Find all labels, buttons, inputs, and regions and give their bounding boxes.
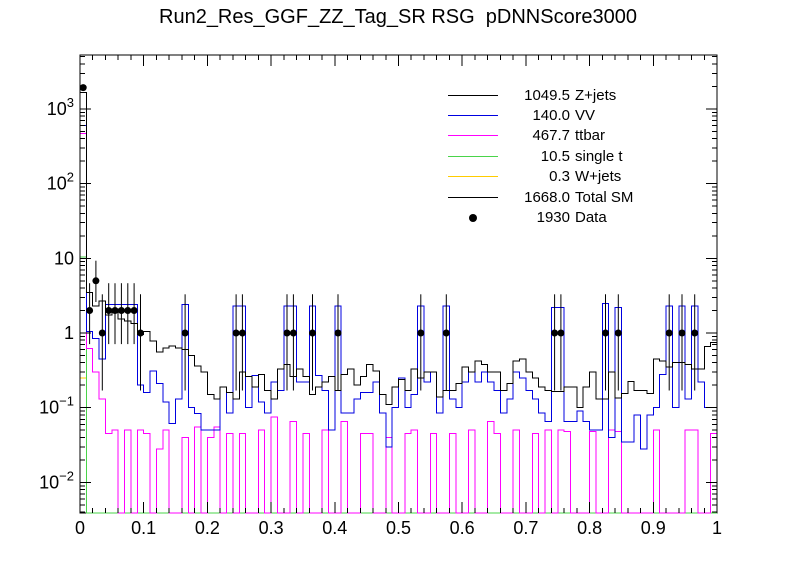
x-tick-label: 0.6 bbox=[450, 518, 475, 538]
data-marker bbox=[309, 329, 316, 337]
legend-label: Z+jets bbox=[575, 86, 617, 104]
legend-item-vv: 140.0 VV bbox=[440, 105, 633, 125]
x-tick-label: 0.3 bbox=[259, 518, 284, 538]
x-tick-label: 0.1 bbox=[131, 518, 156, 538]
x-tick-label: 0.4 bbox=[322, 518, 347, 538]
legend-line-sample bbox=[440, 94, 498, 96]
legend-item-ttbar: 467.7 ttbar bbox=[440, 126, 633, 146]
data-marker bbox=[665, 329, 673, 337]
data-marker bbox=[105, 307, 113, 314]
legend-item-z-jets: 1049.5 Z+jets bbox=[440, 85, 633, 105]
data-marker bbox=[557, 329, 565, 337]
legend-label: single t bbox=[575, 147, 623, 165]
y-tick-label: 10 bbox=[54, 248, 74, 268]
axis-ticks bbox=[79, 55, 718, 513]
data-marker bbox=[137, 329, 144, 337]
data-dot-icon bbox=[469, 213, 477, 222]
x-tick-label: 0 bbox=[75, 518, 85, 538]
series-vv bbox=[79, 124, 718, 513]
x-tick-label: 0.9 bbox=[641, 518, 666, 538]
legend-value: 467.7 bbox=[532, 127, 570, 145]
legend-item-w-jets: 0.3 W+jets bbox=[440, 167, 633, 187]
legend-line bbox=[448, 135, 498, 137]
legend-line bbox=[448, 115, 498, 117]
y-tick-label: 103 bbox=[47, 95, 74, 119]
data-marker bbox=[283, 329, 291, 337]
data-marker bbox=[117, 307, 125, 314]
legend-label: W+jets bbox=[575, 168, 622, 186]
legend-line-sample bbox=[440, 155, 498, 157]
legend-value: 0.3 bbox=[549, 168, 570, 186]
y-tick-label: 10−2 bbox=[39, 468, 74, 492]
data-marker bbox=[98, 329, 106, 337]
data-marker bbox=[691, 329, 699, 337]
legend-label: ttbar bbox=[575, 127, 606, 145]
legend-label: Data bbox=[575, 209, 607, 227]
data-marker bbox=[232, 329, 240, 337]
legend-item-single-t: 10.5 single t bbox=[440, 146, 633, 166]
legend-line bbox=[448, 155, 498, 157]
legend-value: 1668.0 bbox=[524, 188, 570, 206]
data-marker bbox=[92, 277, 100, 285]
y-tick-label: 1 bbox=[64, 323, 74, 343]
data-marker bbox=[289, 329, 297, 337]
legend-value: 1049.5 bbox=[524, 86, 570, 104]
data-marker bbox=[111, 307, 119, 314]
x-tick-label: 1 bbox=[712, 518, 722, 538]
series-total-sm bbox=[79, 91, 718, 513]
legend-data-marker bbox=[440, 213, 498, 222]
data-marker bbox=[124, 307, 132, 314]
data-marker bbox=[442, 329, 450, 337]
data-marker bbox=[79, 84, 87, 92]
legend-line-sample bbox=[440, 176, 498, 178]
legend-value: 140.0 bbox=[532, 107, 570, 125]
data-marker bbox=[86, 307, 94, 314]
data-marker bbox=[614, 329, 622, 337]
legend-value: 10.5 bbox=[540, 147, 570, 165]
legend-line-sample bbox=[440, 115, 498, 117]
legend: 1049.5 Z+jets 140.0 VV 467.7 ttbar 10.5 single … bbox=[440, 85, 633, 228]
legend-label: Total SM bbox=[575, 188, 634, 206]
legend-line-sample bbox=[440, 135, 498, 137]
legend-value: 1930 bbox=[536, 209, 570, 227]
legend-item-data: 1930 Data bbox=[440, 207, 633, 227]
data-marker bbox=[238, 329, 246, 337]
x-tick-label: 0.7 bbox=[513, 518, 538, 538]
y-tick-label: 10−1 bbox=[39, 394, 74, 418]
legend-line-sample bbox=[440, 196, 498, 198]
data-marker bbox=[130, 307, 138, 314]
y-tick-label: 102 bbox=[47, 170, 74, 194]
legend-label: VV bbox=[575, 107, 596, 125]
x-tick-label: 0.5 bbox=[386, 518, 411, 538]
data-marker bbox=[334, 329, 342, 337]
legend-line bbox=[448, 94, 498, 96]
data-marker bbox=[678, 329, 686, 337]
plot-title: Run2_Res_GGF_ZZ_Tag_SR RSG pDNNScore3000 bbox=[159, 6, 637, 28]
x-tick-label: 0.2 bbox=[195, 518, 220, 538]
data-marker bbox=[417, 329, 425, 337]
legend-line bbox=[448, 196, 498, 198]
data-marker bbox=[181, 329, 189, 337]
x-tick-label: 0.8 bbox=[577, 518, 602, 538]
data-points bbox=[79, 84, 699, 391]
data-marker bbox=[602, 329, 609, 337]
data-marker bbox=[551, 329, 559, 337]
legend-item-total-sm: 1668.0 Total SM bbox=[440, 187, 633, 207]
legend-line bbox=[448, 176, 498, 178]
